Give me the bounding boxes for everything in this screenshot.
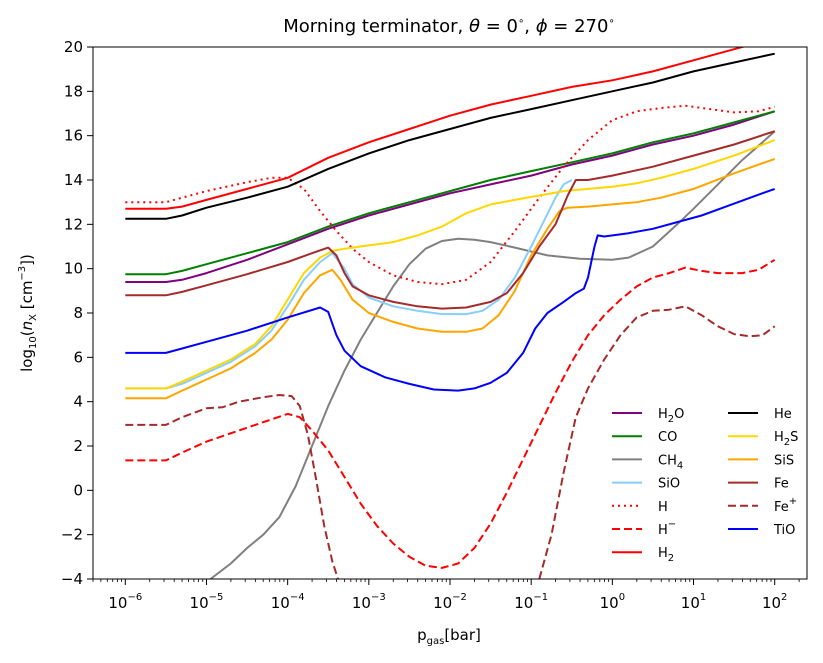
x-tick-label: 102 [762, 592, 787, 612]
y-tick-label: 20 [64, 38, 83, 56]
legend-item-h2o: H2O [612, 407, 684, 425]
series-line-h [125, 104, 775, 286]
legend-label: CO [658, 430, 677, 445]
series-line-he [125, 52, 775, 220]
legend: H2O CO CH4 SiO H H− H2 He H2S SiS Fe Fe+ TiO [612, 407, 798, 564]
legend-label: H [658, 500, 668, 515]
series-line-fe [125, 130, 776, 310]
legend-label: H2O [658, 407, 684, 425]
legend-item-tio: TiO [728, 523, 795, 538]
y-tick-label: 2 [73, 437, 83, 455]
x-tick-label: 100 [600, 592, 625, 612]
series-line-h2o [125, 110, 776, 283]
y-tick-label: 14 [64, 171, 83, 189]
legend-label: SiO [658, 477, 680, 492]
plot-frame [92, 46, 808, 580]
legend-label: TiO [773, 523, 795, 538]
legend-item-sio: SiO [612, 477, 680, 492]
legend-item-h2s: H2S [728, 430, 798, 448]
x-tick-label: 10−3 [352, 592, 386, 612]
legend-label: He [774, 407, 792, 422]
x-tick-label: 10−5 [190, 592, 224, 612]
y-axis-label: log10(nX [cm−3]) [17, 254, 39, 372]
x-tick-label: 10−4 [271, 592, 305, 612]
x-axis: 10−6 10−5 10−4 10−3 10−2 10−1 100 101 102 [92, 579, 800, 612]
series-line-co [125, 110, 775, 276]
y-tick-label: 16 [64, 127, 83, 145]
y-tick-label: −2 [61, 526, 83, 544]
legend-label: CH4 [658, 453, 683, 471]
legend-label: H2S [774, 430, 798, 448]
x-tick-label: 10−6 [108, 592, 142, 612]
legend-item-h: H [612, 500, 668, 515]
series-line-h- [125, 258, 776, 569]
y-tick-label: 4 [73, 393, 83, 411]
series-line-tio [125, 187, 776, 392]
x-tick-label: 10−2 [433, 592, 467, 612]
x-axis-label: pgas[bar] [417, 626, 481, 647]
y-tick-label: 8 [73, 304, 83, 322]
legend-label: SiS [774, 453, 794, 468]
series-line-h2 [125, 47, 747, 210]
y-tick-label: 18 [64, 82, 83, 100]
legend-label: Fe [774, 477, 789, 492]
x-tick-label: 101 [681, 592, 706, 612]
legend-label: H− [658, 519, 676, 538]
series-line-sis [125, 157, 776, 400]
series-line-h2s [125, 139, 776, 390]
legend-item-ch4: CH4 [612, 453, 683, 471]
x-tick-label: 10−1 [514, 592, 548, 612]
y-tick-label: 12 [64, 215, 83, 233]
plot-lines [125, 47, 776, 579]
legend-item-fe-: Fe+ [728, 496, 797, 515]
y-tick-label: 6 [73, 348, 83, 366]
y-tick-label: 10 [64, 260, 83, 278]
series-line-fe-high [538, 305, 776, 579]
legend-item-he: He [728, 407, 792, 422]
legend-item-h-: H− [612, 519, 676, 538]
y-tick-label: 0 [73, 481, 83, 499]
series-line-fe- [125, 394, 339, 579]
series-line-ch4 [209, 130, 776, 579]
y-tick-label: −4 [61, 570, 83, 588]
legend-item-h2: H2 [612, 546, 674, 564]
legend-item-sis: SiS [728, 453, 794, 468]
legend-item-co: CO [612, 430, 677, 445]
chart-title: Morning terminator, θ = 0∘, ϕ = 270∘ [283, 16, 614, 37]
y-axis: −4 −2 0 2 4 6 8 10 12 14 16 18 20 [61, 38, 93, 588]
legend-label: Fe+ [774, 496, 797, 515]
legend-label: H2 [658, 546, 674, 564]
legend-item-fe: Fe [728, 477, 789, 492]
